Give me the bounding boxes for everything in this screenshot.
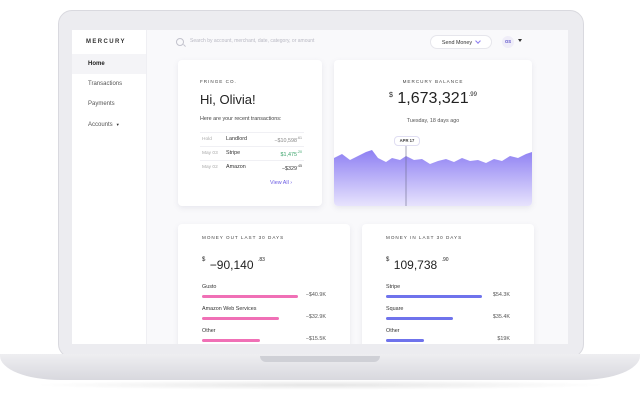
money-in-bar (386, 317, 453, 320)
avatar-caret-icon[interactable] (518, 39, 522, 42)
money-in-bar (386, 295, 482, 298)
sidebar-item-home[interactable]: Home (72, 54, 146, 74)
transaction-name: Amazon (226, 164, 246, 170)
sidebar-item-accounts-label: Accounts (88, 122, 113, 128)
sidebar-item-payments[interactable]: Payments (88, 101, 115, 107)
view-all-label: View All (270, 180, 289, 186)
money-out-bar (202, 295, 298, 298)
send-money-button[interactable]: Send Money (430, 35, 492, 49)
transaction-date: May 03 (202, 151, 218, 156)
money-in-item-label: Other (386, 328, 400, 334)
balance-date: Tuesday, 18 days ago (406, 118, 460, 124)
transaction-amount: −$329.45 (282, 164, 302, 172)
money-out-item-label: Gusto (202, 284, 217, 290)
money-out-item-label: Amazon Web Services (202, 306, 257, 312)
transaction-amount: $1,475.20 (281, 150, 303, 158)
money-out-amount: $ −90,140 .83 (202, 256, 265, 274)
money-in-cents: .90 (441, 257, 449, 263)
greeting-subtitle: Here are your recent transactions: (200, 116, 282, 122)
greeting-card: FRINGE CO. Hi, Olivia! Here are your rec… (178, 60, 322, 206)
balance-currency: $ (389, 92, 393, 99)
money-out-item-value: −$32.9K (305, 314, 326, 320)
transaction-amount-cents: .61 (297, 136, 302, 140)
greeting-title: Hi, Olivia! (200, 92, 256, 107)
money-in-label: MONEY IN LAST 30 DAYS (386, 235, 463, 240)
transaction-amount-main: −$329 (281, 165, 297, 172)
transaction-name: Stripe (226, 150, 241, 156)
transaction-date: Hold (202, 137, 212, 142)
money-in-amount: $ 109,738 .90 (386, 256, 449, 274)
transaction-amount: −$10,598.61 (274, 136, 302, 144)
chevron-down-icon (475, 38, 481, 44)
balance-card: MERCURY BALANCE $ 1,673,321.99 Tuesday, … (334, 60, 532, 206)
money-in-item-label: Stripe (386, 284, 401, 290)
money-out-card: MONEY OUT LAST 30 DAYS $ −90,140 .83 Gus… (178, 224, 350, 344)
money-out-amount-main: −90,140 (209, 258, 254, 272)
send-money-label: Send Money (441, 40, 473, 46)
money-in-item-label: Square (386, 306, 404, 312)
money-out-item-label: Other (202, 328, 216, 334)
transaction-amount-cents: .20 (297, 150, 302, 154)
transaction-date: May 02 (202, 165, 218, 170)
laptop-shadow (30, 380, 610, 390)
sidebar-item-accounts[interactable]: Accounts ▼ (72, 115, 146, 135)
money-in-item-value: $19K (497, 336, 510, 342)
money-in-bar (386, 339, 424, 342)
transaction-row[interactable]: Hold Landlord −$10,598.61 (200, 132, 304, 147)
transaction-name: Landlord (226, 136, 247, 142)
search-icon (176, 38, 184, 46)
view-all-link[interactable]: View All › (270, 180, 292, 186)
money-out-bar (202, 317, 279, 320)
money-in-amount-main: 109,738 (393, 258, 438, 272)
money-out-bar (202, 339, 260, 342)
brand-logo: MERCURY (86, 39, 126, 45)
money-out-item-value: −$15.5K (305, 336, 326, 342)
company-name: FRINGE CO. (200, 79, 237, 84)
money-out-item-value: −$40.9K (305, 292, 326, 298)
transaction-amount-main: $1,475 (280, 151, 298, 158)
chart-marker-label: APR 17 (394, 136, 420, 146)
balance-label: MERCURY BALANCE (402, 79, 464, 84)
search-input[interactable]: Search by account, merchant, date, categ… (190, 38, 315, 44)
transaction-row[interactable]: May 02 Amazon −$329.45 (200, 160, 304, 175)
money-in-item-value: $54.3K (492, 292, 510, 298)
balance-amount: $ 1,673,321.99 (334, 90, 532, 108)
money-in-card: MONEY IN LAST 30 DAYS $ 109,738 .90 Stri… (362, 224, 534, 344)
transaction-row[interactable]: May 03 Stripe $1,475.20 (200, 146, 304, 161)
transaction-amount-cents: .45 (297, 164, 302, 168)
app-screen: MERCURY Home Transactions Payments Accou… (72, 30, 568, 344)
balance-area (334, 150, 532, 206)
money-out-currency: $ (202, 257, 206, 263)
sidebar-item-transactions[interactable]: Transactions (88, 81, 123, 87)
balance-amount-main: 1,673,321 (397, 90, 469, 107)
money-out-cents: .83 (257, 257, 265, 263)
balance-area-chart[interactable] (334, 146, 532, 206)
money-in-currency: $ (386, 257, 390, 263)
avatar[interactable]: OS (502, 36, 514, 48)
money-out-label: MONEY OUT LAST 30 DAYS (202, 235, 285, 240)
balance-cents: .99 (468, 92, 477, 98)
laptop-notch (260, 356, 380, 362)
search-bar[interactable]: Search by account, merchant, date, categ… (176, 37, 356, 49)
sidebar: MERCURY Home Transactions Payments Accou… (72, 30, 147, 344)
money-in-item-value: $35.4K (492, 314, 510, 320)
chevron-right-icon: › (290, 180, 293, 186)
caret-down-icon: ▼ (115, 122, 120, 127)
transaction-amount-main: −$10,598 (274, 137, 297, 144)
